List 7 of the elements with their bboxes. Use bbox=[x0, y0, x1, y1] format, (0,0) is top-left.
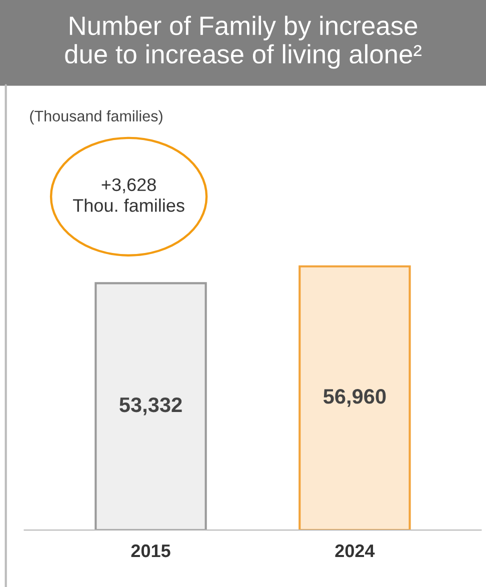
x-tick-label: 2015 bbox=[131, 544, 170, 558]
text: (Thousand families) bbox=[30, 110, 162, 125]
data-label: 53,332 bbox=[120, 397, 182, 416]
text: +3,628 Thou. families bbox=[73, 178, 184, 212]
chart-title: Number of Family by increase due to increase of living alone² bbox=[65, 16, 422, 69]
data-label: 56,960 bbox=[323, 389, 386, 407]
x-tick-label: 2024 bbox=[335, 544, 375, 558]
